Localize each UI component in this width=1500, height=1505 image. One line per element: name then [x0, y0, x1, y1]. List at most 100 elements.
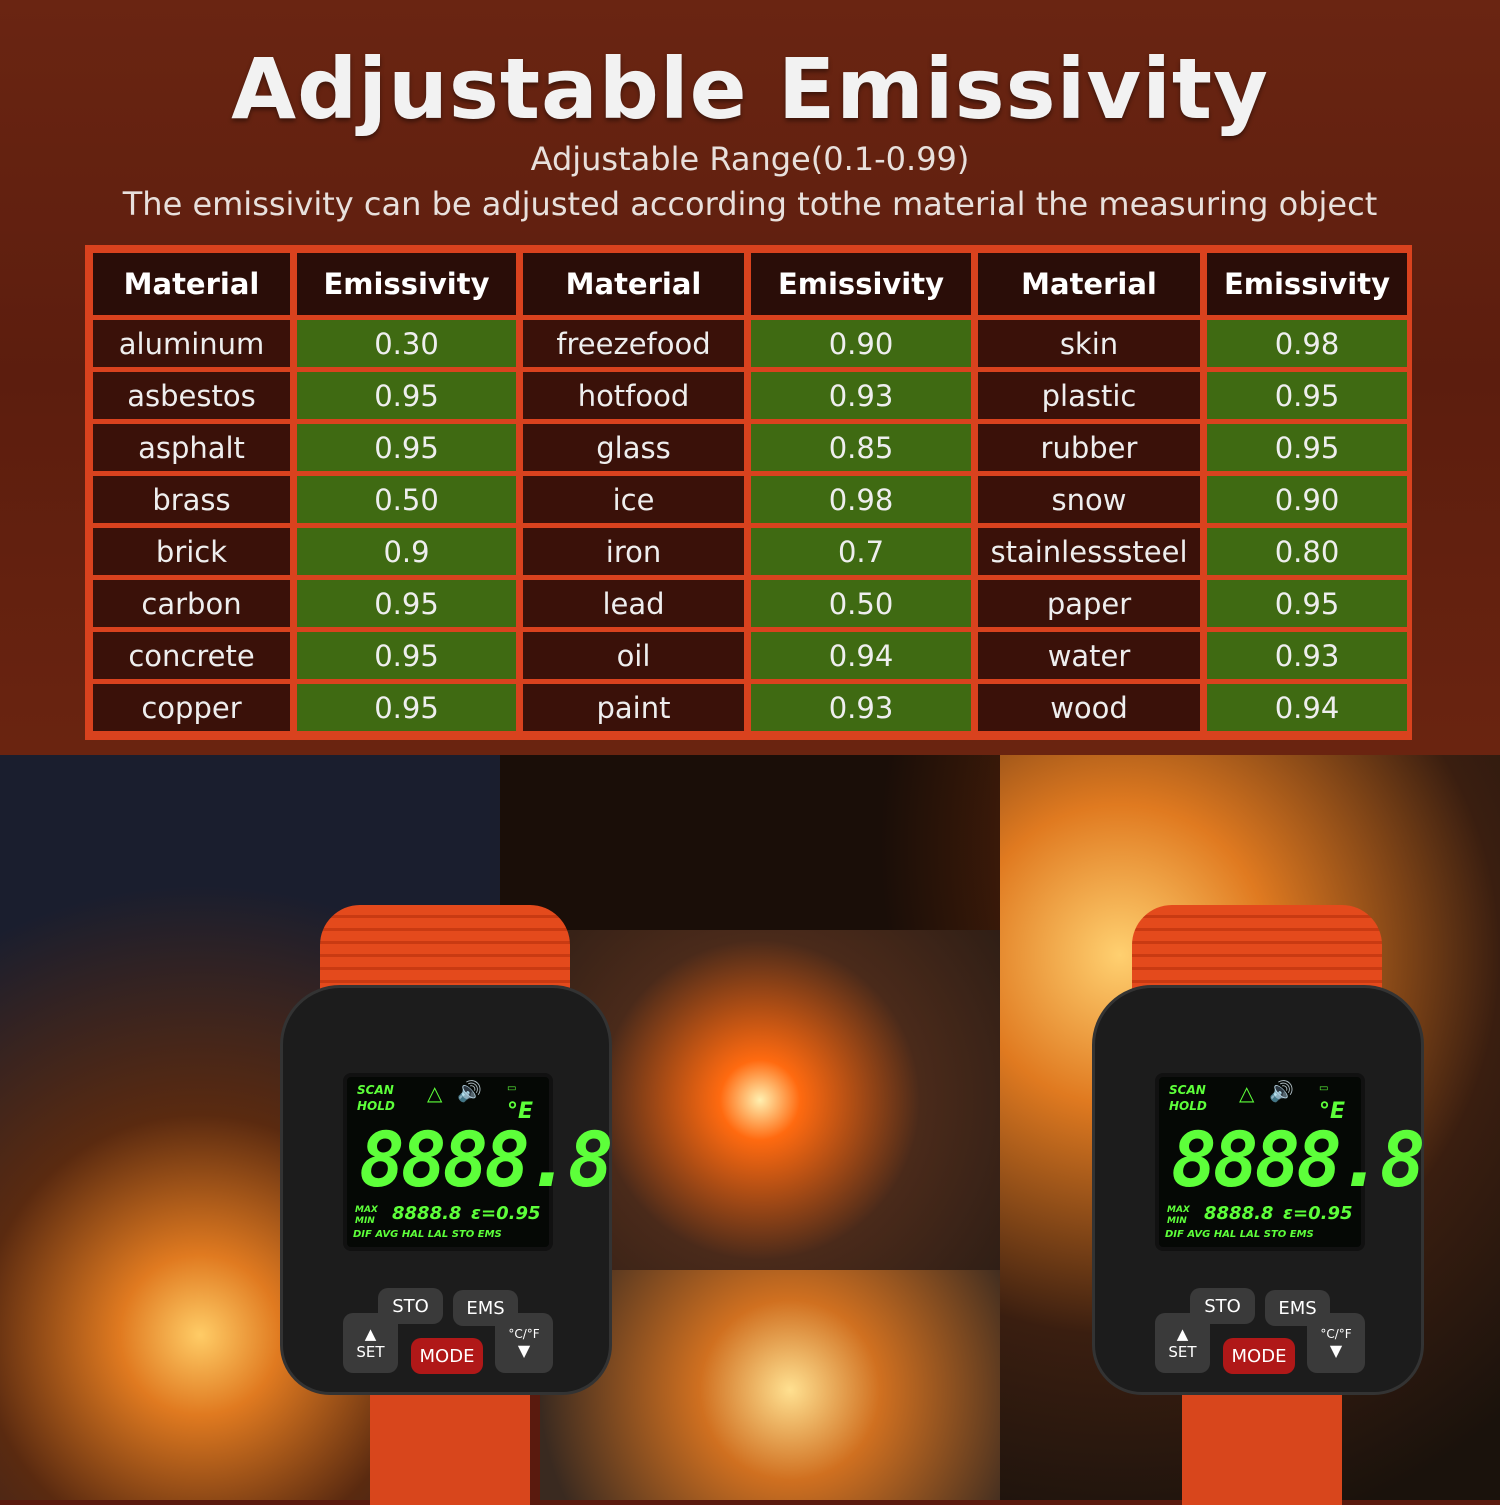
- unit-toggle-label: °C/°F: [508, 1326, 540, 1341]
- down-arrow-icon: ▼: [517, 1340, 531, 1360]
- unit-toggle-label: °C/°F: [1320, 1326, 1352, 1341]
- material-cell: water: [978, 632, 1200, 679]
- subtitle: Adjustable Range(0.1-0.99): [530, 140, 970, 178]
- max-label: MAX: [1167, 1205, 1190, 1215]
- material-cell: plastic: [978, 372, 1200, 419]
- emissivity-readout: ε=0.95: [1283, 1203, 1353, 1224]
- material-cell: brass: [93, 476, 290, 523]
- material-cell: skin: [978, 320, 1200, 367]
- ems-button[interactable]: EMS: [1265, 1290, 1330, 1326]
- emissivity-readout: ε=0.95: [471, 1203, 541, 1224]
- emissivity-cell: 0.94: [751, 632, 971, 679]
- device-body: SCAN HOLD △ 🔊 ▭ °E 8888.8 MAX MIN 8888.8…: [280, 985, 614, 1395]
- emissivity-cell: 0.98: [1207, 320, 1407, 367]
- thermometer-device: SCAN HOLD △ 🔊 ▭ °E 8888.8 MAX MIN 8888.8…: [280, 905, 614, 1505]
- column-header: Emissivity: [1207, 253, 1407, 315]
- emissivity-cell: 0.95: [297, 424, 516, 471]
- emissivity-cell: 0.85: [751, 424, 971, 471]
- material-cell: iron: [523, 528, 744, 575]
- up-set-button[interactable]: ▲ SET: [1155, 1313, 1210, 1373]
- column-header: Emissivity: [751, 253, 971, 315]
- speaker-icon: 🔊: [1269, 1079, 1294, 1103]
- emissivity-cell: 0.95: [1207, 580, 1407, 627]
- scan-label: SCAN: [1169, 1083, 1206, 1097]
- header-section: Adjustable Emissivity Adjustable Range(0…: [0, 0, 1500, 755]
- unit-down-button[interactable]: °C/°F ▼: [1307, 1313, 1365, 1373]
- material-cell: asbestos: [93, 372, 290, 419]
- grinder-photo: [540, 1270, 1000, 1500]
- emissivity-cell: 0.50: [751, 580, 971, 627]
- emissivity-cell: 0.90: [1207, 476, 1407, 523]
- emissivity-cell: 0.30: [297, 320, 516, 367]
- material-cell: snow: [978, 476, 1200, 523]
- emissivity-cell: 0.95: [297, 580, 516, 627]
- emissivity-cell: 0.93: [751, 372, 971, 419]
- main-reading: 8888.8: [359, 1115, 614, 1204]
- mode-button[interactable]: MODE: [411, 1338, 483, 1374]
- device-body: SCAN HOLD △ 🔊 ▭ °E 8888.8 MAX MIN 8888.8…: [1092, 985, 1426, 1395]
- up-arrow-icon: ▲: [364, 1325, 377, 1343]
- material-cell: brick: [93, 528, 290, 575]
- unit-label: °E: [507, 1099, 534, 1124]
- speaker-icon: 🔊: [457, 1079, 482, 1103]
- mode-labels: DIF AVG HAL LAL STO EMS: [353, 1229, 502, 1240]
- sub-reading: 8888.8: [1204, 1203, 1274, 1224]
- column-header: Material: [93, 253, 290, 315]
- unit-down-button[interactable]: °C/°F ▼: [495, 1313, 553, 1373]
- emissivity-cell: 0.93: [1207, 632, 1407, 679]
- emissivity-cell: 0.9: [297, 528, 516, 575]
- material-cell: carbon: [93, 580, 290, 627]
- material-cell: paper: [978, 580, 1200, 627]
- scan-label: SCAN: [357, 1083, 394, 1097]
- battery-icon: ▭: [507, 1083, 517, 1094]
- up-set-button[interactable]: ▲ SET: [343, 1313, 398, 1373]
- emissivity-cell: 0.95: [297, 372, 516, 419]
- hold-label: HOLD: [357, 1099, 395, 1113]
- min-label: MIN: [355, 1216, 375, 1226]
- emissivity-cell: 0.95: [1207, 372, 1407, 419]
- emissivity-cell: 0.50: [297, 476, 516, 523]
- emissivity-cell: 0.98: [751, 476, 971, 523]
- emissivity-cell: 0.95: [1207, 424, 1407, 471]
- lcd-screen: SCAN HOLD △ 🔊 ▭ °E 8888.8 MAX MIN 8888.8…: [343, 1073, 614, 1251]
- sub-reading: 8888.8: [392, 1203, 462, 1224]
- emissivity-cell: 0.90: [751, 320, 971, 367]
- mode-button[interactable]: MODE: [1223, 1338, 1295, 1374]
- emissivity-cell: 0.7: [751, 528, 971, 575]
- material-cell: concrete: [93, 632, 290, 679]
- material-cell: ice: [523, 476, 744, 523]
- up-arrow-icon: ▲: [1176, 1325, 1189, 1343]
- material-cell: lead: [523, 580, 744, 627]
- material-cell: asphalt: [93, 424, 290, 471]
- unit-label: °E: [1319, 1099, 1346, 1124]
- emissivity-cell: 0.95: [297, 632, 516, 679]
- description: The emissivity can be adjusted according…: [122, 185, 1378, 223]
- battery-icon: ▭: [1319, 1083, 1329, 1094]
- down-arrow-icon: ▼: [1329, 1340, 1343, 1360]
- page-title: Adjustable Emissivity: [231, 40, 1269, 138]
- material-cell: aluminum: [93, 320, 290, 367]
- foundry-photo: [500, 755, 1000, 930]
- emissivity-cell: 0.94: [1207, 684, 1407, 731]
- material-cell: paint: [523, 684, 744, 731]
- column-header: Emissivity: [297, 253, 516, 315]
- lcd-screen: SCAN HOLD △ 🔊 ▭ °E 8888.8 MAX MIN 8888.8…: [1155, 1073, 1426, 1251]
- column-header: Material: [523, 253, 744, 315]
- set-label: SET: [1168, 1343, 1197, 1361]
- set-label: SET: [356, 1343, 385, 1361]
- emissivity-cell: 0.95: [297, 684, 516, 731]
- min-label: MIN: [1167, 1216, 1187, 1226]
- material-cell: copper: [93, 684, 290, 731]
- material-cell: hotfood: [523, 372, 744, 419]
- material-cell: freezefood: [523, 320, 744, 367]
- main-reading: 8888.8: [1171, 1115, 1426, 1204]
- hold-label: HOLD: [1169, 1099, 1207, 1113]
- emissivity-cell: 0.80: [1207, 528, 1407, 575]
- laser-icon: △: [427, 1081, 443, 1105]
- material-cell: wood: [978, 684, 1200, 731]
- material-cell: rubber: [978, 424, 1200, 471]
- laser-icon: △: [1239, 1081, 1255, 1105]
- material-cell: oil: [523, 632, 744, 679]
- forge-photo: [550, 930, 1000, 1270]
- material-cell: glass: [523, 424, 744, 471]
